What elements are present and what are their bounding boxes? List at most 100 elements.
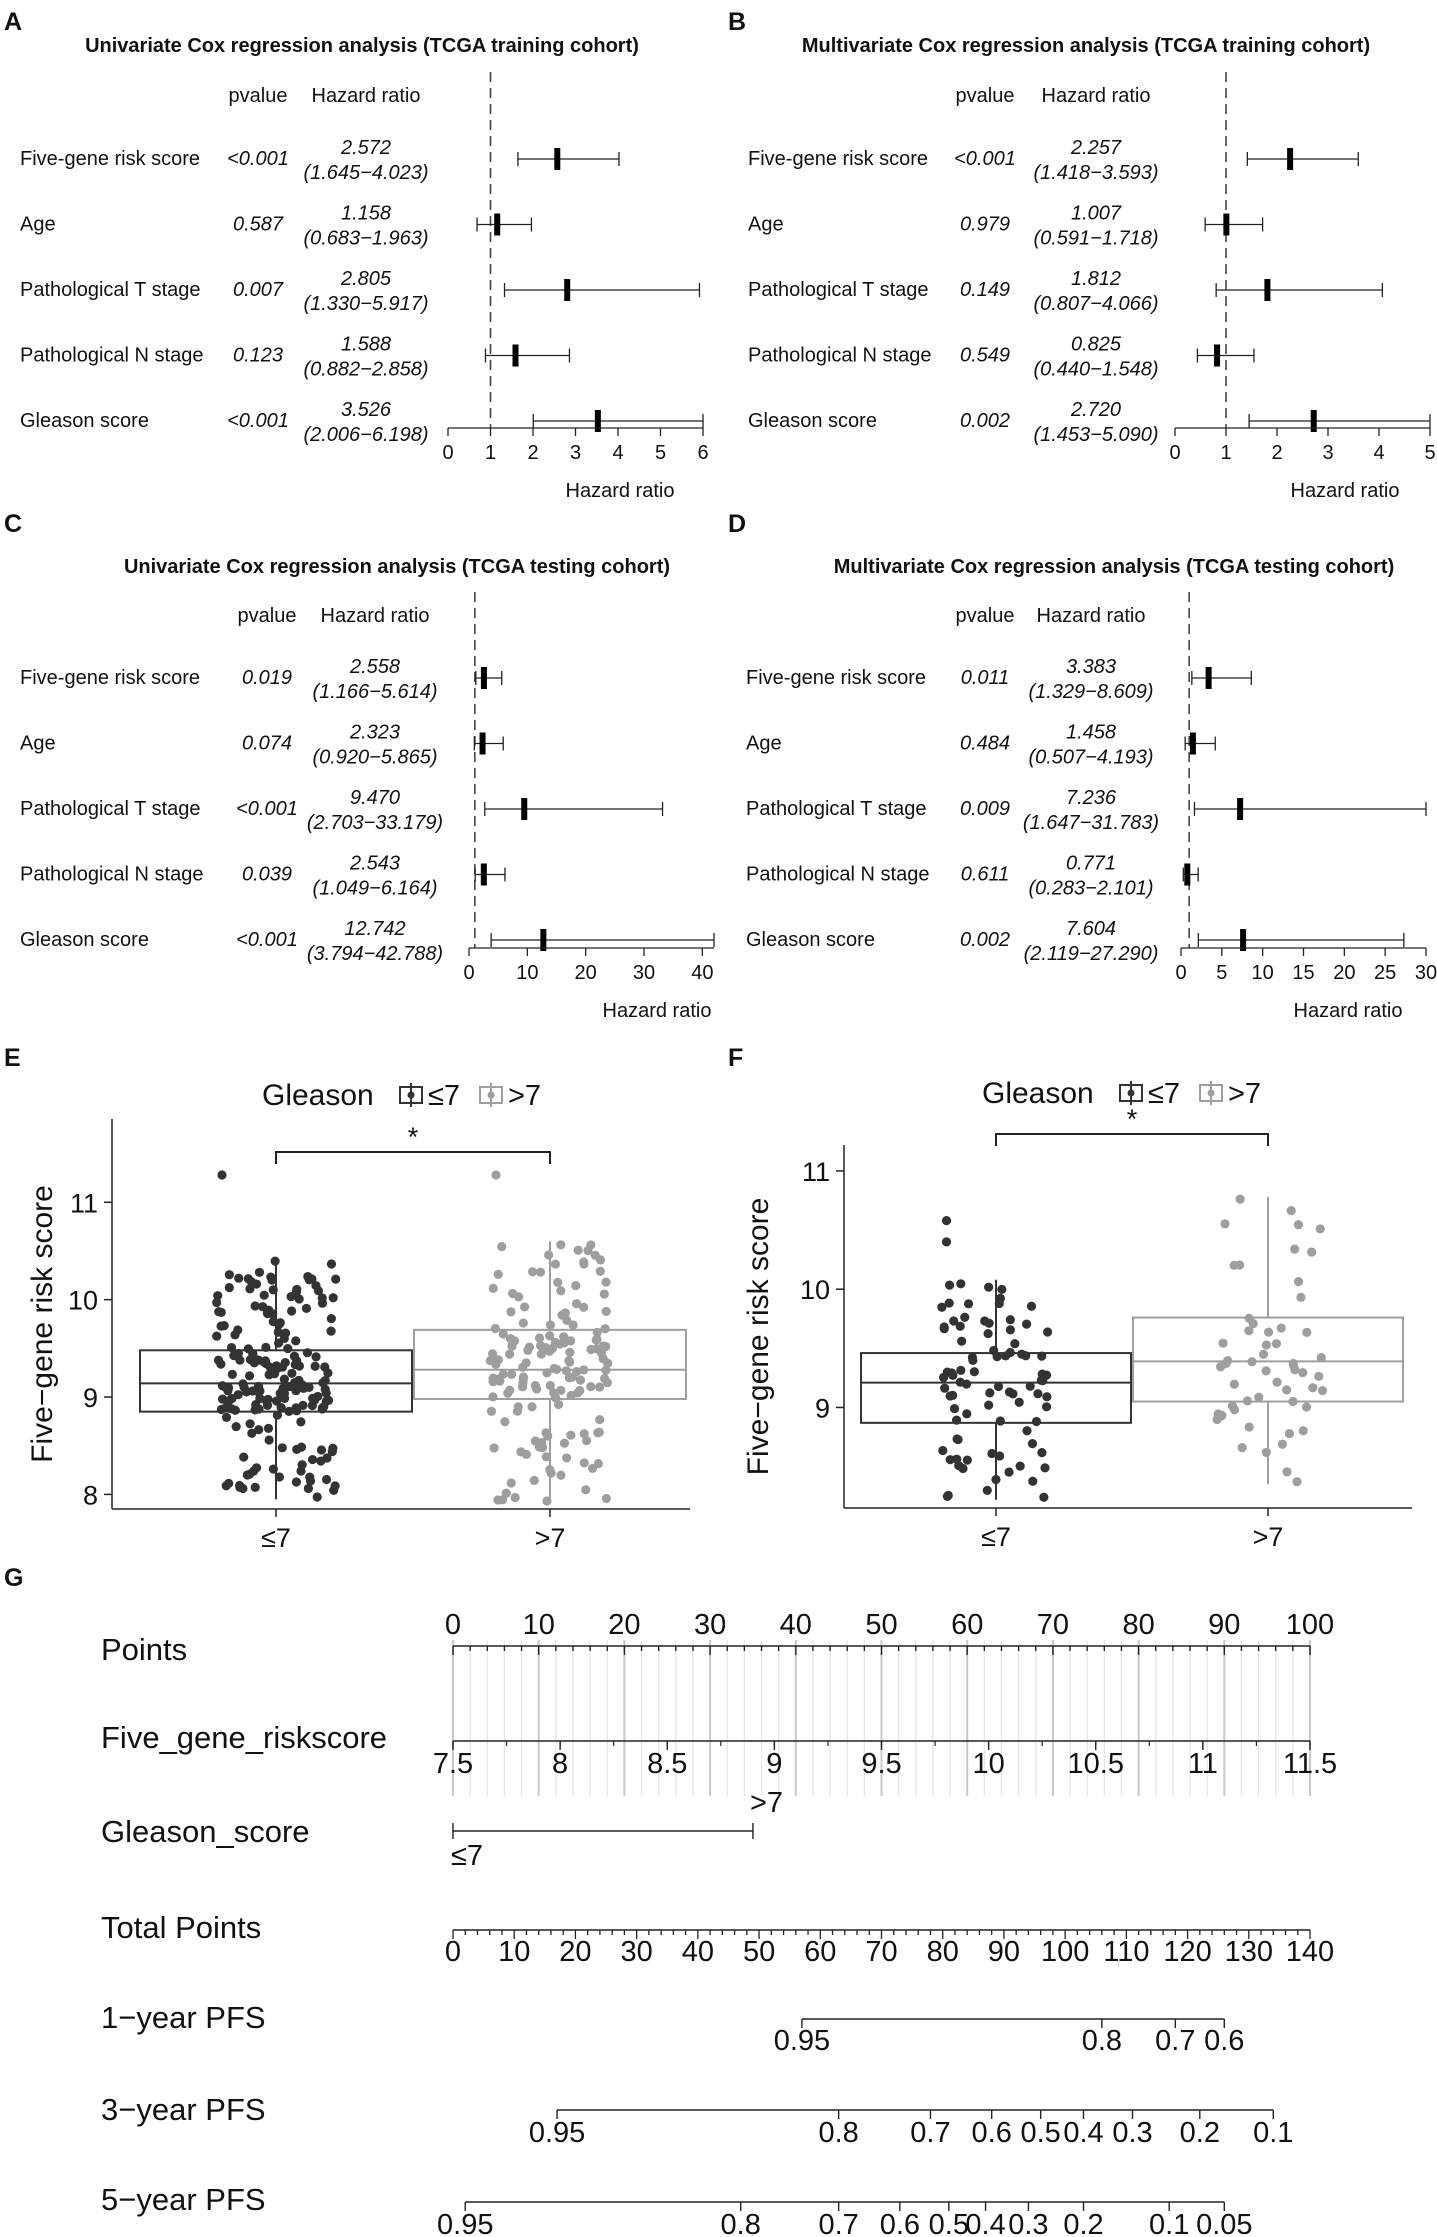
data-point [602, 1377, 612, 1388]
data-point [1033, 1389, 1043, 1399]
data-point [942, 1367, 952, 1377]
data-point [571, 1299, 582, 1309]
pfs-tick-label: 0.3 [1008, 2209, 1048, 2237]
data-point [559, 1332, 569, 1342]
data-point [272, 1410, 282, 1420]
hazard-ratio-point [594, 410, 601, 432]
data-point [1244, 1326, 1254, 1336]
pvalue-text: 0.587 [233, 214, 284, 236]
data-point [268, 1285, 278, 1295]
x-tick-label: 15 [1292, 962, 1314, 984]
data-point [963, 1299, 974, 1309]
hazard-ratio-point [1240, 929, 1247, 951]
forest-plot-multivariate-training: Multivariate Cox regression analysis (TC… [748, 35, 1436, 502]
data-point [1039, 1492, 1049, 1502]
data-point [529, 1475, 539, 1485]
data-point [1026, 1301, 1037, 1311]
data-point [250, 1301, 260, 1311]
data-point [1242, 1396, 1253, 1406]
data-point [951, 1415, 962, 1425]
variable-label: Five-gene risk score [20, 148, 200, 170]
data-point [601, 1493, 611, 1504]
data-point [601, 1306, 611, 1316]
data-point [298, 1400, 308, 1411]
data-point [226, 1342, 237, 1353]
variable-label: Gleason score [20, 410, 149, 432]
data-point [937, 1302, 947, 1312]
data-point [296, 1442, 307, 1452]
variable-label: Gleason score [746, 929, 875, 951]
x-tick-label: 0 [1175, 962, 1186, 984]
data-point [1302, 1327, 1312, 1337]
y-tick-label: 10 [800, 1275, 830, 1305]
data-point [1261, 1447, 1271, 1458]
data-point [234, 1480, 245, 1491]
data-point [595, 1382, 605, 1392]
y-tick-label: 11 [70, 1188, 98, 1218]
data-point [527, 1402, 537, 1412]
data-point [1004, 1387, 1015, 1397]
data-point [224, 1282, 234, 1293]
data-point [579, 1365, 589, 1375]
data-point [560, 1308, 570, 1318]
hazard-ratio-point [554, 148, 561, 170]
boxplot-gleason-testing: Gleason ≤7 >7 9 10 11 Five−gene risk score ≤7 >7… [742, 1077, 1412, 1552]
data-point [1293, 1277, 1304, 1287]
data-point [313, 1286, 324, 1296]
data-point [1314, 1371, 1324, 1381]
y-tick-label: 11 [802, 1157, 830, 1187]
data-point [1031, 1416, 1042, 1427]
data-point [290, 1359, 300, 1370]
total-points-tick-label: 30 [621, 1936, 653, 1968]
data-point [273, 1327, 283, 1337]
data-point [229, 1351, 239, 1361]
data-point [1261, 1366, 1271, 1376]
total-points-tick-label: 0 [445, 1936, 461, 1968]
nomogram-row-label: 5−year PFS [101, 2182, 266, 2217]
legend-item-label: ≤7 [1148, 1078, 1180, 1110]
data-point [1220, 1219, 1230, 1229]
data-point [553, 1399, 564, 1410]
data-point [579, 1302, 589, 1312]
data-point [507, 1288, 518, 1299]
data-point [1015, 1461, 1025, 1471]
data-point [224, 1270, 234, 1280]
data-point [969, 1367, 979, 1377]
y-tick-label: 9 [815, 1393, 830, 1423]
variable-label: Pathological N stage [748, 345, 931, 367]
total-points-tick-label: 80 [927, 1936, 959, 1968]
data-point [955, 1377, 965, 1387]
data-point [994, 1298, 1004, 1309]
x-axis-title: Hazard ratio [1294, 1000, 1403, 1022]
hazard-ratio-point [512, 344, 519, 367]
data-point [1244, 1313, 1254, 1323]
data-point [238, 1379, 248, 1389]
outlier-point [217, 1170, 227, 1180]
data-point [248, 1466, 259, 1476]
data-point [254, 1267, 265, 1277]
data-point [286, 1306, 297, 1316]
data-point [1292, 1477, 1302, 1487]
data-point [512, 1406, 523, 1416]
data-point [556, 1286, 566, 1296]
data-point [586, 1240, 596, 1250]
confidence-interval-text: (1.418−3.593) [1033, 162, 1158, 184]
data-point [231, 1421, 241, 1432]
data-point [291, 1287, 301, 1297]
confidence-interval-text: (1.049−6.164) [312, 878, 437, 900]
data-point [579, 1259, 589, 1269]
forest-title: Univariate Cox regression analysis (TCGA… [124, 556, 670, 578]
data-point [493, 1269, 503, 1279]
hazard-ratio-value: 1.812 [1071, 268, 1121, 290]
confidence-interval-text: (0.920−5.865) [312, 747, 437, 769]
pfs-tick-label: 0.5 [1020, 2117, 1060, 2149]
data-point [541, 1343, 551, 1353]
data-point [1315, 1224, 1325, 1234]
data-point [319, 1402, 329, 1412]
data-point [291, 1477, 301, 1487]
confidence-interval-text: (0.683−1.963) [303, 228, 428, 250]
hazard-ratio-value: 9.470 [350, 787, 400, 809]
data-point [1298, 1426, 1308, 1436]
data-point [542, 1368, 552, 1378]
data-point [575, 1375, 586, 1385]
